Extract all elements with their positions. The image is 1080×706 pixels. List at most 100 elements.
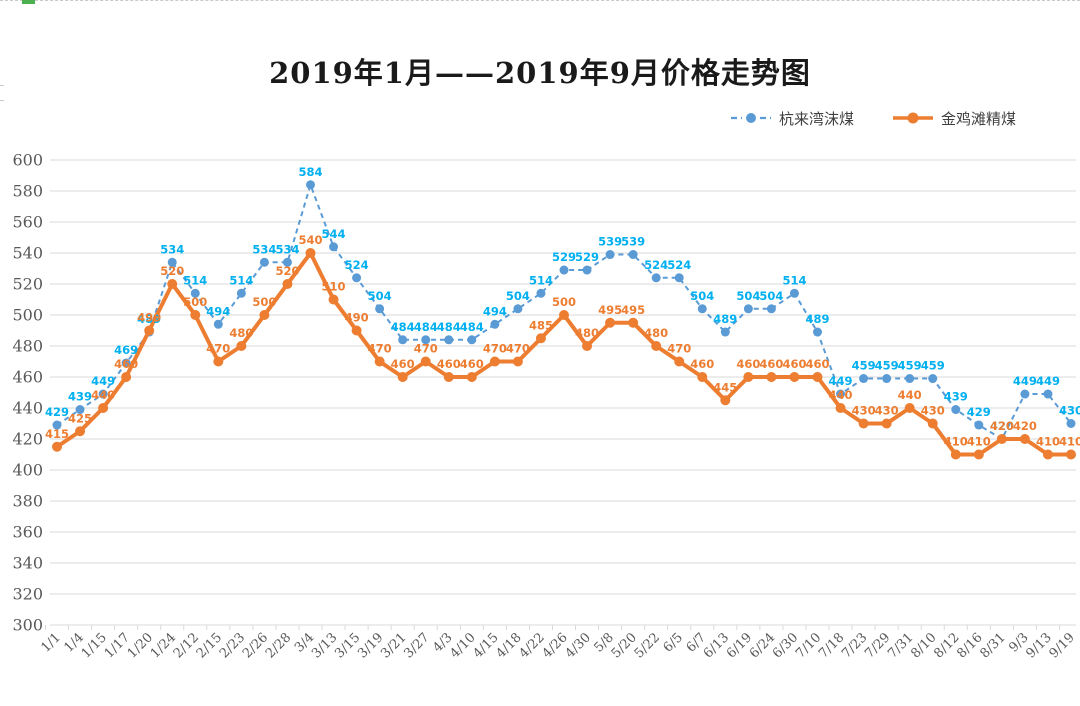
svg-text:534: 534 <box>275 242 299 256</box>
legend-item-hanglaiwan[interactable]: 杭来湾沫煤 <box>730 108 854 129</box>
svg-text:484: 484 <box>437 320 461 334</box>
svg-text:2/23: 2/23 <box>217 630 248 661</box>
svg-text:489: 489 <box>137 312 161 326</box>
svg-text:584: 584 <box>298 165 322 179</box>
spreadsheet-top-border <box>0 0 1080 3</box>
legend-item-jinjitan[interactable]: 金鸡滩精煤 <box>892 108 1016 129</box>
svg-text:529: 529 <box>552 250 576 264</box>
svg-text:460: 460 <box>759 357 783 371</box>
svg-text:560: 560 <box>12 213 43 232</box>
svg-text:489: 489 <box>805 312 829 326</box>
svg-text:8/10: 8/10 <box>908 630 939 661</box>
svg-text:3/15: 3/15 <box>332 630 363 661</box>
y-axis-labels: 300 320 340 360 380 400 420 440 460 480 500 520 540 5… <box>12 151 43 635</box>
solid-line-dot-icon <box>892 110 934 128</box>
svg-text:539: 539 <box>621 235 645 249</box>
data-labels-jinjitan: 415 425 440 460 490 520 500 470 480 500 520 540 510 4… <box>45 233 1080 449</box>
svg-text:504: 504 <box>506 289 530 303</box>
svg-text:7/31: 7/31 <box>885 630 916 661</box>
spreadsheet-green-cell-fragment <box>22 0 35 4</box>
svg-text:489: 489 <box>713 312 737 326</box>
svg-text:514: 514 <box>529 273 553 287</box>
svg-text:320: 320 <box>12 585 43 604</box>
svg-text:504: 504 <box>690 289 714 303</box>
svg-text:580: 580 <box>12 182 43 201</box>
svg-text:420: 420 <box>1013 419 1037 433</box>
svg-text:480: 480 <box>12 337 43 356</box>
svg-text:6/24: 6/24 <box>747 630 778 661</box>
svg-text:7/18: 7/18 <box>816 630 847 661</box>
svg-text:484: 484 <box>414 320 438 334</box>
chart-legend: 杭来湾沫煤 金鸡滩精煤 <box>730 108 1016 129</box>
svg-text:470: 470 <box>206 342 230 356</box>
svg-text:524: 524 <box>345 258 369 272</box>
svg-text:5/20: 5/20 <box>609 630 640 661</box>
svg-text:500: 500 <box>252 295 276 309</box>
svg-text:520: 520 <box>275 264 299 278</box>
svg-text:4/26: 4/26 <box>540 630 571 661</box>
svg-text:534: 534 <box>252 242 276 256</box>
svg-text:460: 460 <box>805 357 829 371</box>
svg-text:430: 430 <box>875 404 899 418</box>
svg-text:410: 410 <box>1036 435 1060 449</box>
svg-text:484: 484 <box>460 320 484 334</box>
svg-text:4/30: 4/30 <box>563 630 594 661</box>
svg-text:460: 460 <box>460 357 484 371</box>
svg-text:439: 439 <box>944 390 968 404</box>
svg-text:504: 504 <box>368 289 392 303</box>
svg-text:300: 300 <box>12 616 43 635</box>
svg-text:410: 410 <box>1059 435 1080 449</box>
series-jinjitan <box>52 248 1076 460</box>
spreadsheet-row-mark <box>0 85 4 86</box>
svg-text:440: 440 <box>898 388 922 402</box>
x-axis-ticks <box>44 625 1060 630</box>
svg-text:494: 494 <box>206 304 230 318</box>
svg-text:4/18: 4/18 <box>493 630 524 661</box>
svg-text:510: 510 <box>322 280 346 294</box>
svg-text:7/23: 7/23 <box>839 630 870 661</box>
svg-text:8/31: 8/31 <box>977 630 1008 661</box>
svg-text:524: 524 <box>644 258 668 272</box>
svg-text:9/13: 9/13 <box>1024 630 1055 661</box>
svg-text:600: 600 <box>12 151 43 170</box>
dashed-line-dot-icon <box>730 110 772 128</box>
svg-text:490: 490 <box>345 311 369 325</box>
svg-text:460: 460 <box>437 357 461 371</box>
svg-text:480: 480 <box>644 326 668 340</box>
svg-text:3/13: 3/13 <box>309 630 340 661</box>
svg-text:500: 500 <box>552 295 576 309</box>
svg-text:430: 430 <box>921 404 945 418</box>
svg-text:4/22: 4/22 <box>517 630 548 661</box>
svg-text:5/22: 5/22 <box>632 630 663 661</box>
svg-text:495: 495 <box>598 303 622 317</box>
svg-text:7/29: 7/29 <box>862 630 893 661</box>
svg-text:1/17: 1/17 <box>102 630 133 661</box>
svg-text:540: 540 <box>12 244 43 263</box>
svg-text:540: 540 <box>298 233 322 247</box>
svg-text:449: 449 <box>91 374 115 388</box>
x-axis-labels: 1/11/41/151/171/201/242/122/152/232/262/… <box>38 630 1077 661</box>
svg-text:520: 520 <box>12 275 43 294</box>
svg-text:459: 459 <box>921 359 945 373</box>
chart-title: 2019年1月——2019年9月价格走势图 <box>269 56 811 90</box>
svg-text:449: 449 <box>1036 374 1060 388</box>
svg-text:440: 440 <box>829 388 853 402</box>
svg-text:524: 524 <box>667 258 691 272</box>
svg-text:2/15: 2/15 <box>194 630 225 661</box>
svg-text:544: 544 <box>322 227 346 241</box>
svg-text:439: 439 <box>68 390 92 404</box>
svg-text:449: 449 <box>829 374 853 388</box>
legend-label: 金鸡滩精煤 <box>941 110 1017 128</box>
svg-text:1/15: 1/15 <box>79 630 110 661</box>
svg-text:514: 514 <box>782 273 806 287</box>
svg-text:469: 469 <box>114 343 138 357</box>
svg-text:430: 430 <box>1059 404 1080 418</box>
svg-text:2/26: 2/26 <box>240 630 271 661</box>
svg-text:490: 490 <box>137 311 161 325</box>
svg-text:480: 480 <box>575 326 599 340</box>
svg-text:430: 430 <box>852 404 876 418</box>
svg-text:9/19: 9/19 <box>1047 630 1078 661</box>
legend-label: 杭来湾沫煤 <box>779 110 855 128</box>
